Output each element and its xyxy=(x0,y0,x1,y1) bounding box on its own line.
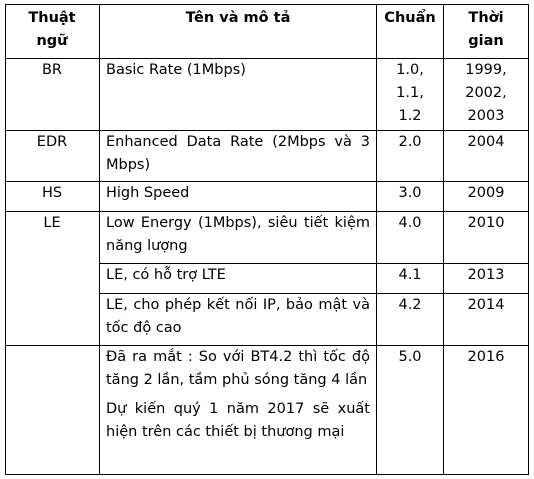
row-description: High Speed xyxy=(106,185,190,201)
description-paragraph: Đã ra mắt : So với BT4.2 thì tốc độ tăng… xyxy=(106,349,370,388)
row-standard: 2.0 xyxy=(398,134,422,150)
row-time: 2004 xyxy=(467,134,505,150)
row-standard: 4.2 xyxy=(398,297,422,313)
row-time: 2014 xyxy=(467,297,505,313)
row-time: 2010 xyxy=(467,215,505,231)
row-time: 1999, 2002, 2003 xyxy=(465,62,507,124)
row-description: LE, cho phép kết nối IP, bảo mật và tốc … xyxy=(106,297,370,336)
row-term: HS xyxy=(41,185,63,201)
header-standard: Chuẩn xyxy=(384,10,436,26)
header-term: Thuật ngữ xyxy=(28,10,76,49)
row-standard: 1.0, 1.1, 1.2 xyxy=(396,62,424,124)
row-time: 2009 xyxy=(467,185,505,201)
row-description: Enhanced Data Rate (2Mbps và 3 Mbps) xyxy=(106,134,370,173)
row-time: 2016 xyxy=(467,349,505,365)
row-description: Basic Rate (1Mbps) xyxy=(106,62,246,78)
row-term: LE xyxy=(43,215,61,231)
row-standard: 3.0 xyxy=(398,185,422,201)
row-standard: 4.0 xyxy=(398,215,422,231)
row-term: BR xyxy=(41,62,63,78)
row-description: Low Energy (1Mbps), siêu tiết kiệm năng … xyxy=(106,215,370,254)
row-description: Đã ra mắt : So với BT4.2 thì tốc độ tăng… xyxy=(106,346,370,444)
header-time: Thời gian xyxy=(468,10,504,49)
description-paragraph: Dự kiến quý 1 năm 2017 sẽ xuất hiện trên… xyxy=(106,401,370,440)
row-time: 2013 xyxy=(467,267,505,283)
header-description: Tên và mô tả xyxy=(185,10,291,26)
bluetooth-versions-table: Thuật ngữ Tên và mô tả Chuẩn Thời gian B… xyxy=(5,4,529,475)
row-standard: 5.0 xyxy=(398,349,422,365)
row-standard: 4.1 xyxy=(398,267,422,283)
row-term: EDR xyxy=(36,134,68,150)
row-description: LE, có hỗ trợ LTE xyxy=(106,267,226,283)
